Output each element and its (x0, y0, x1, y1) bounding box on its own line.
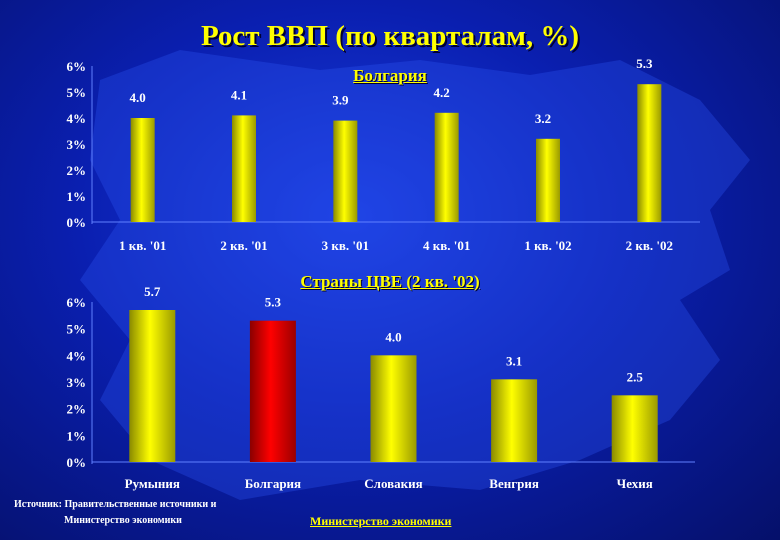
chart-cee-bar (249, 320, 296, 462)
chart-cee-ytick-label: 0% (67, 455, 87, 470)
chart-cee-ytick-label: 3% (67, 375, 87, 390)
chart-cee-ytick-label: 5% (67, 322, 87, 337)
chart-bulgaria-ytick-label: 6% (67, 59, 87, 74)
chart-cee-category-label: Румыния (125, 476, 180, 491)
chart-cee-ytick-label: 2% (67, 402, 87, 417)
chart-cee-ytick-label: 1% (67, 428, 87, 443)
chart-bulgaria-bar (536, 138, 560, 222)
chart-cee-bar (491, 379, 538, 462)
chart-bulgaria-data-label: 3.9 (332, 93, 349, 108)
chart-bulgaria-bar (434, 112, 459, 222)
chart-bulgaria-ytick-label: 2% (67, 163, 87, 178)
chart-bulgaria-data-label: 5.3 (636, 56, 653, 71)
source-note: Источник: Правительственные источники и … (14, 497, 216, 529)
chart-bulgaria-data-label: 4.1 (231, 87, 247, 102)
chart-bulgaria-bar (333, 120, 358, 222)
chart-bulgaria-data-label: 4.2 (434, 85, 450, 100)
chart-cee-category-label: Чехия (617, 476, 653, 491)
chart-cee-data-label: 4.0 (385, 329, 401, 344)
chart-bulgaria-category-label: 2 кв. '01 (220, 238, 267, 253)
chart-bulgaria-ytick-label: 1% (67, 189, 87, 204)
chart-bulgaria-category-label: 1 кв. '01 (119, 238, 166, 253)
chart-bulgaria-category-label: 4 кв. '01 (423, 238, 470, 253)
chart-cee-data-label: 5.3 (265, 295, 282, 310)
chart-bulgaria-bar (637, 84, 662, 222)
chart-cee-data-label: 2.5 (627, 369, 644, 384)
chart-cee-bar (611, 395, 658, 462)
chart-bulgaria-ytick-label: 3% (67, 137, 87, 152)
chart1-subtitle: Болгария (353, 66, 427, 85)
chart-bulgaria-ytick-label: 4% (67, 111, 87, 126)
chart-cee-category-label: Болгария (245, 476, 301, 491)
source-line-1: Источник: Правительственные источники и (14, 499, 217, 510)
footer-ministry: Министерство экономики (310, 514, 452, 528)
source-line-2: Министерство экономики (64, 515, 182, 526)
slide-title: Рост ВВП (по кварталам, %) (200, 20, 580, 52)
chart-bulgaria-category-label: 1 кв. '02 (524, 238, 571, 253)
chart-cee-bar (129, 310, 176, 462)
chart-bulgaria-data-label: 3.2 (535, 111, 551, 126)
chart2-subtitle: Страны ЦВЕ (2 кв. '02) (300, 272, 480, 291)
chart-bulgaria-category-label: 2 кв. '02 (626, 238, 673, 253)
chart-cee-category-label: Словакия (364, 476, 422, 491)
chart-cee-ytick-label: 6% (67, 295, 87, 310)
chart-cee-data-label: 3.1 (506, 353, 522, 368)
chart-bulgaria-bar (232, 115, 256, 222)
chart-cee-category-label: Венгрия (489, 476, 539, 491)
chart-bulgaria-data-label: 4.0 (130, 90, 146, 105)
chart-bulgaria-ytick-label: 0% (67, 215, 87, 230)
chart-cee-bar (370, 355, 417, 462)
chart-bulgaria-ytick-label: 5% (67, 85, 87, 100)
chart-cee-ytick-label: 4% (67, 348, 87, 363)
chart-cee-data-label: 5.7 (144, 284, 161, 299)
chart-bulgaria-category-label: 3 кв. '01 (322, 238, 369, 253)
chart-bulgaria-bar (130, 118, 155, 222)
